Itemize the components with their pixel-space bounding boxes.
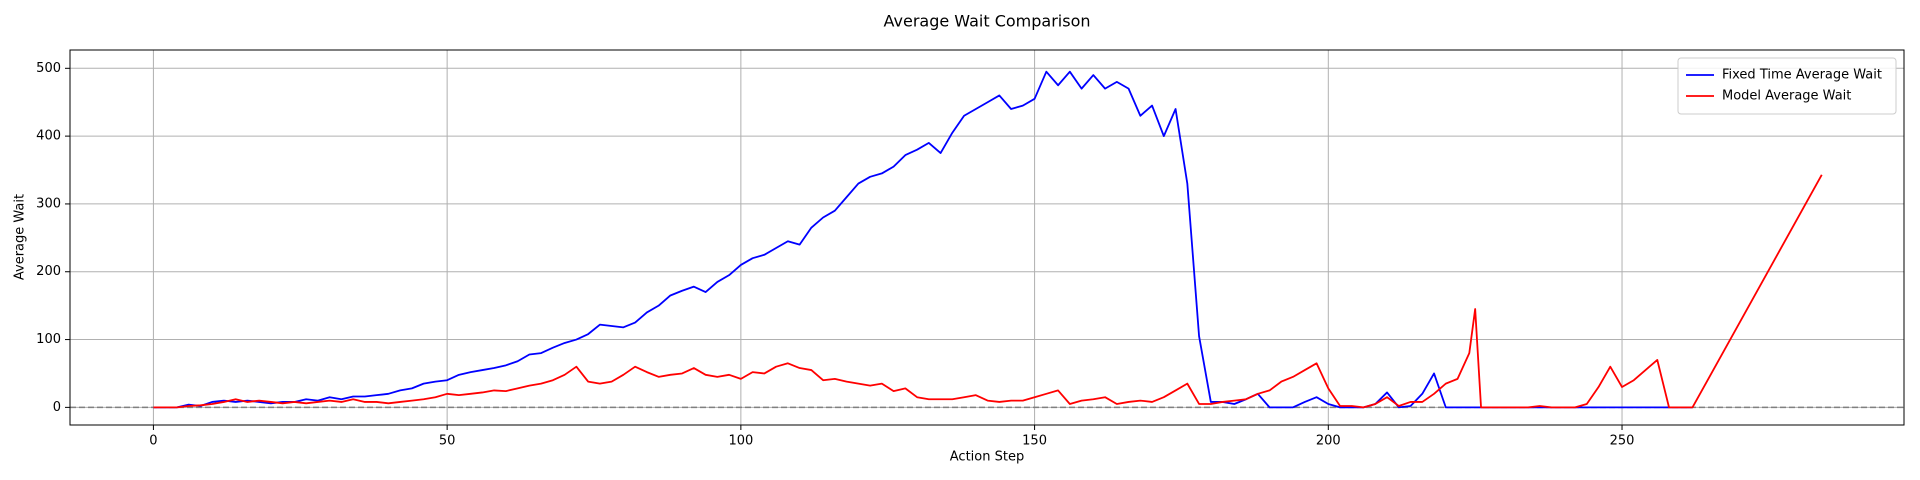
x-tick-label: 150 (1022, 434, 1047, 449)
plot-frame (69, 49, 1905, 426)
legend-box (1677, 57, 1897, 115)
legend-label: Model Average Wait (1722, 89, 1851, 104)
x-tick-label: 200 (1316, 434, 1341, 449)
y-tick-label: 300 (36, 196, 61, 211)
y-tick-label: 100 (36, 332, 61, 347)
y-tick-label: 200 (36, 264, 61, 279)
x-tick-label: 0 (149, 434, 157, 449)
x-tick-label: 250 (1610, 434, 1635, 449)
x-tick-label: 50 (439, 434, 456, 449)
chart-title: Average Wait Comparison (884, 12, 1091, 31)
y-axis-label: Average Wait (13, 194, 28, 280)
x-tick-label: 100 (728, 434, 753, 449)
x-axis-label: Action Step (950, 450, 1024, 465)
data-line (153, 70, 1693, 409)
y-tick-label: 0 (53, 400, 61, 415)
data-line (153, 174, 1823, 409)
legend-label: Fixed Time Average Wait (1722, 68, 1882, 83)
y-tick-label: 400 (36, 129, 61, 144)
y-tick-label: 500 (36, 61, 61, 76)
